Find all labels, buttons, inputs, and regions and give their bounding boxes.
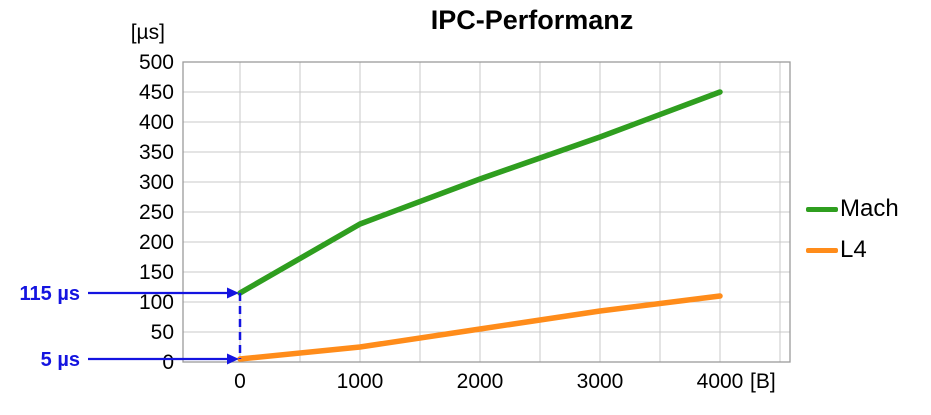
x-tick-label-3000: 3000 bbox=[577, 370, 624, 393]
x-tick-label-2000: 2000 bbox=[457, 370, 504, 393]
annotation-arrowhead-icon bbox=[227, 353, 239, 365]
y-tick-label-300: 300 bbox=[139, 171, 174, 194]
l4-line-swatch bbox=[806, 247, 838, 253]
chart-title: IPC-Performanz bbox=[430, 5, 634, 35]
legend: Mach L4 bbox=[806, 195, 899, 264]
legend-item-mach: Mach bbox=[806, 195, 899, 223]
annotation-2: 5 µs bbox=[41, 349, 239, 371]
y-tick-label-400: 400 bbox=[139, 111, 174, 134]
y-axis-unit-label: [µs] bbox=[130, 21, 165, 44]
y-tick-label-50: 50 bbox=[151, 321, 174, 344]
annotation-arrowhead-icon bbox=[227, 287, 239, 299]
y-tick-label-450: 450 bbox=[139, 81, 174, 104]
y-axis-tick-labels: 0 50 100 150 200 250 300 350 400 450 500 bbox=[139, 51, 174, 374]
x-tick-label-1000: 1000 bbox=[337, 370, 384, 393]
gridlines bbox=[183, 61, 790, 362]
legend-item-l4: L4 bbox=[806, 236, 899, 264]
x-axis-unit-label: [B] bbox=[750, 370, 776, 393]
y-tick-label-250: 250 bbox=[139, 201, 174, 224]
y-tick-label-350: 350 bbox=[139, 141, 174, 164]
annotation-1: 115 µs bbox=[20, 283, 239, 305]
y-tick-label-100: 100 bbox=[139, 291, 174, 314]
x-tick-label-0: 0 bbox=[234, 370, 246, 393]
y-tick-label-0: 0 bbox=[162, 351, 174, 374]
x-axis-tick-labels: 0 1000 2000 3000 4000 bbox=[234, 370, 743, 393]
series-line-l4 bbox=[237, 293, 723, 362]
series-line-mach bbox=[237, 89, 723, 296]
annotation-label: 5 µs bbox=[41, 349, 80, 371]
mach-line-swatch bbox=[806, 206, 838, 212]
y-tick-label-150: 150 bbox=[139, 261, 174, 284]
y-tick-label-200: 200 bbox=[139, 231, 174, 254]
l4-legend-label: L4 bbox=[840, 236, 867, 263]
plot-border bbox=[182, 61, 791, 363]
y-tick-label-500: 500 bbox=[139, 51, 174, 74]
mach-legend-label: Mach bbox=[840, 195, 899, 222]
x-tick-label-4000: 4000 bbox=[697, 370, 744, 393]
annotation-label: 115 µs bbox=[20, 283, 80, 305]
